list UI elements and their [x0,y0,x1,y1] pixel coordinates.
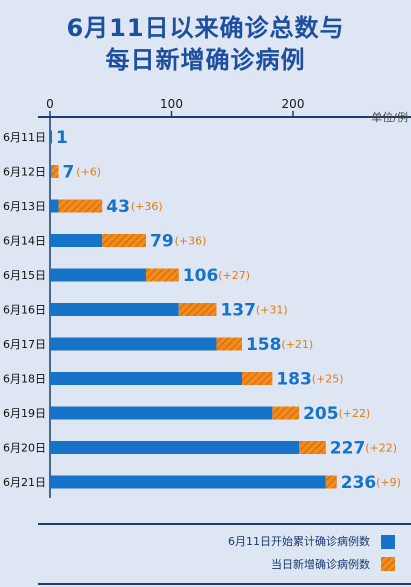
chart-title-line1: 6月11日以来确诊总数与 [66,14,345,42]
bar-cumulative [50,441,300,454]
total-value-label: 79 [150,232,174,252]
x-tick-label: 200 [282,97,305,111]
increment-label: (+27) [218,269,250,282]
bar-daily-new [272,406,300,420]
bar-cumulative [50,406,273,420]
increment-label: (+21) [281,338,313,351]
category-label: 6月14日 [3,235,46,248]
bar-cumulative [50,268,146,282]
increment-label: (+36) [131,200,163,213]
increment-label: (+31) [256,304,288,317]
bar-daily-new [145,268,179,282]
category-label: 6月11日 [3,131,46,144]
total-value-label: 1 [56,128,68,148]
bar-daily-new [58,199,103,213]
legend-swatch-cumulative [381,535,395,549]
category-label: 6月20日 [3,442,46,455]
bar-daily-new [51,165,59,178]
bar-cumulative [50,234,103,247]
total-value-label: 43 [106,197,130,217]
category-label: 6月18日 [3,373,46,386]
category-label: 6月16日 [3,304,46,317]
category-label: 6月21日 [3,476,46,489]
increment-label: (+36) [175,235,207,248]
bar-daily-new [178,303,217,316]
increment-label: (+25) [312,373,344,386]
increment-label: (+22) [338,407,370,420]
x-tick-label: 100 [160,97,183,111]
bar-cumulative [50,130,52,144]
total-value-label: 106 [183,266,219,286]
bar-cumulative [50,199,59,213]
chart-title-line2: 每日新增确诊病例 [105,46,306,74]
bar-cumulative [50,165,52,178]
total-value-label: 236 [341,473,377,493]
category-label: 6月17日 [3,338,46,351]
total-value-label: 205 [303,404,339,424]
bar-cumulative [50,337,217,351]
bar-cumulative [50,475,326,489]
total-value-label: 227 [330,439,366,459]
category-label: 6月13日 [3,200,46,213]
legend-label-cumulative: 6月11日开始累计确诊病例数 [228,534,370,548]
increment-label: (+9) [376,476,401,489]
category-label: 6月12日 [3,166,46,179]
increment-label: (+6) [76,166,101,179]
bar-cumulative [50,372,242,385]
unit-label: 单位/例 [371,110,408,124]
bar-cumulative [50,303,179,316]
total-value-label: 137 [220,301,256,321]
total-value-label: 183 [276,370,312,390]
category-label: 6月19日 [3,407,46,420]
category-label: 6月15日 [3,269,46,282]
bar-daily-new [216,337,242,351]
bar-daily-new [299,441,326,454]
bar-daily-new [241,372,273,385]
total-value-label: 7 [63,163,75,183]
total-value-label: 158 [246,335,282,355]
legend-label-daily: 当日新增确诊病例数 [271,557,370,571]
increment-label: (+22) [365,442,397,455]
bar-daily-new [102,234,146,247]
x-tick-label: 0 [46,97,54,111]
bar-daily-new [325,475,337,489]
legend-swatch-daily [381,557,395,571]
